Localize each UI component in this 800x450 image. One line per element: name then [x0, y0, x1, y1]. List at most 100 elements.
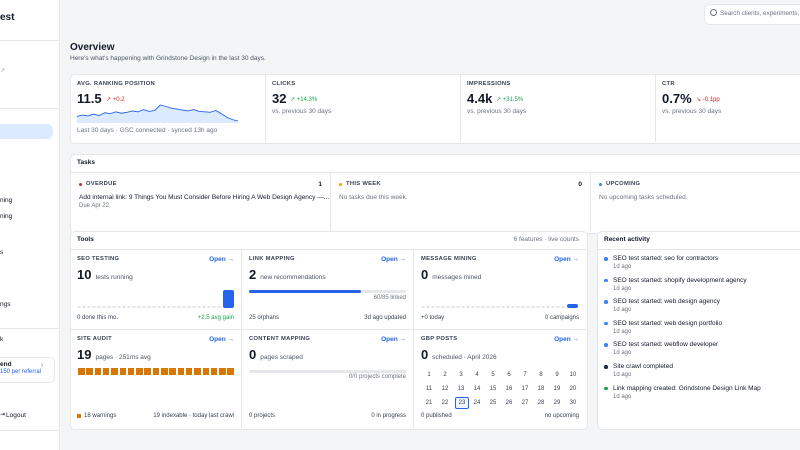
audit-square [144, 368, 151, 375]
calendar-day[interactable]: 21 [425, 400, 433, 406]
calendar-day[interactable]: 4 [475, 372, 479, 378]
bar-placeholder [561, 306, 565, 308]
calendar-day[interactable]: 13 [457, 386, 465, 392]
calendar-day[interactable]: 6 [507, 372, 511, 378]
task-title[interactable]: Add internal link: 9 Things You Must Con… [79, 194, 330, 201]
divider [0, 108, 59, 109]
activity-title: Site crawl completed [613, 363, 673, 370]
bar-placeholder [511, 306, 515, 308]
chevron: › [41, 362, 44, 369]
calendar-day[interactable]: 30 [569, 400, 577, 406]
warning-square [77, 414, 81, 418]
calendar-day[interactable]: 7 [523, 372, 527, 378]
bar-placeholder [481, 306, 485, 308]
activity-title: Link mapping created: Grindstone Design … [613, 384, 761, 392]
bar-placeholder [122, 306, 126, 308]
activity-dot [604, 365, 608, 369]
kpi-value: 0.7% [662, 91, 692, 106]
tool-name: LINK MAPPING [249, 256, 295, 262]
external-icon: ↗ [0, 68, 6, 74]
calendar-day[interactable]: 9 [555, 372, 559, 378]
bar-placeholder [162, 306, 166, 308]
nav-item[interactable]: s [0, 249, 4, 256]
bar-highlight [223, 290, 234, 308]
nav-item[interactable]: k [0, 336, 4, 343]
calendar-day[interactable]: 25 [489, 400, 497, 406]
divider [70, 249, 586, 250]
activity-time: 1d ago [613, 328, 632, 335]
calendar-day[interactable]: 10 [569, 372, 577, 378]
audit-square [102, 368, 110, 375]
calendar-day[interactable]: 18 [537, 386, 545, 392]
calendar-day[interactable]: 27 [521, 400, 529, 406]
tool-value-row: 10 tests running [77, 267, 133, 282]
activity-dot [604, 386, 608, 391]
bar-placeholder [172, 306, 176, 308]
active-nav[interactable] [0, 124, 53, 139]
activity-time: 1d ago [613, 264, 632, 270]
task-count: 0 [578, 181, 582, 188]
activity-dot [604, 343, 608, 347]
calendar-day[interactable]: 14 [473, 386, 481, 392]
calendar-day[interactable]: 5 [491, 372, 495, 378]
kpi-label: CTR [662, 81, 675, 87]
calendar-day[interactable]: 8 [539, 372, 543, 378]
calendar-day[interactable]: 12 [441, 386, 449, 392]
search-box[interactable] [704, 4, 800, 25]
task-column-label: UPCOMING [606, 181, 641, 187]
bar-placeholder [526, 306, 530, 308]
referral-box[interactable] [0, 357, 55, 383]
nav-item[interactable]: ning [0, 213, 13, 220]
bar-placeholder [142, 306, 146, 308]
calendar-day[interactable]: 1 [427, 372, 431, 378]
bar-placeholder [177, 306, 181, 308]
kpi-delta: ↗ +14.3% [290, 97, 318, 103]
kpi-value: 32 [272, 91, 287, 106]
audit-square [161, 368, 168, 375]
tool-footer-right: 0 in progress [371, 413, 406, 419]
tool-open[interactable]: Open → [209, 336, 234, 343]
calendar-day[interactable]: 26 [505, 400, 513, 406]
activity-time: 1d ago [613, 393, 632, 400]
calendar-day[interactable]: 3 [459, 372, 463, 378]
tool-footer-right: no upcoming [544, 413, 579, 419]
nav-item[interactable]: ngs [0, 301, 11, 308]
page-title: Overview [70, 42, 115, 53]
bar-placeholder [192, 306, 196, 308]
tool-value: 0 [249, 347, 257, 362]
calendar-day[interactable]: 15 [489, 386, 497, 392]
bar-placeholder [476, 306, 480, 308]
calendar-day[interactable]: 11 [425, 386, 433, 392]
kpi-footer: vs. previous 30 days [662, 108, 722, 115]
bar-placeholder [451, 306, 455, 308]
calendar-day[interactable]: 24 [473, 400, 481, 406]
nav-item[interactable]: ning [0, 197, 13, 204]
calendar-day[interactable]: 23 [455, 397, 469, 409]
bar-placeholder [152, 306, 156, 308]
calendar-day[interactable]: 20 [569, 386, 577, 392]
calendar-day[interactable]: 16 [505, 386, 513, 392]
audit-square [227, 368, 234, 375]
bar-placeholder [92, 306, 96, 308]
calendar-day[interactable]: 17 [521, 386, 529, 392]
logout[interactable]: Logout [6, 412, 26, 419]
tool-open[interactable]: Open → [554, 336, 579, 343]
tool-value: 10 [77, 267, 92, 282]
tool-open[interactable]: Open → [381, 256, 406, 263]
tool-open[interactable]: Open → [381, 336, 406, 343]
calendar-day[interactable]: 28 [537, 400, 545, 406]
bar-placeholder [426, 306, 430, 308]
divider [460, 74, 461, 142]
status-dot [599, 183, 602, 186]
divider [70, 172, 800, 173]
tool-open[interactable]: Open → [554, 256, 579, 263]
calendar-day[interactable]: 19 [553, 386, 561, 392]
tool-open[interactable]: Open → [209, 256, 234, 263]
calendar-day[interactable]: 22 [441, 400, 449, 406]
tool-unit: messages mined [432, 274, 482, 281]
kpi-delta: ↗ +31.5% [496, 97, 524, 103]
audit-square [210, 368, 218, 375]
calendar-day[interactable]: 2 [443, 372, 447, 378]
calendar-day[interactable]: 29 [553, 400, 561, 406]
tool-value: 19 [77, 347, 92, 362]
